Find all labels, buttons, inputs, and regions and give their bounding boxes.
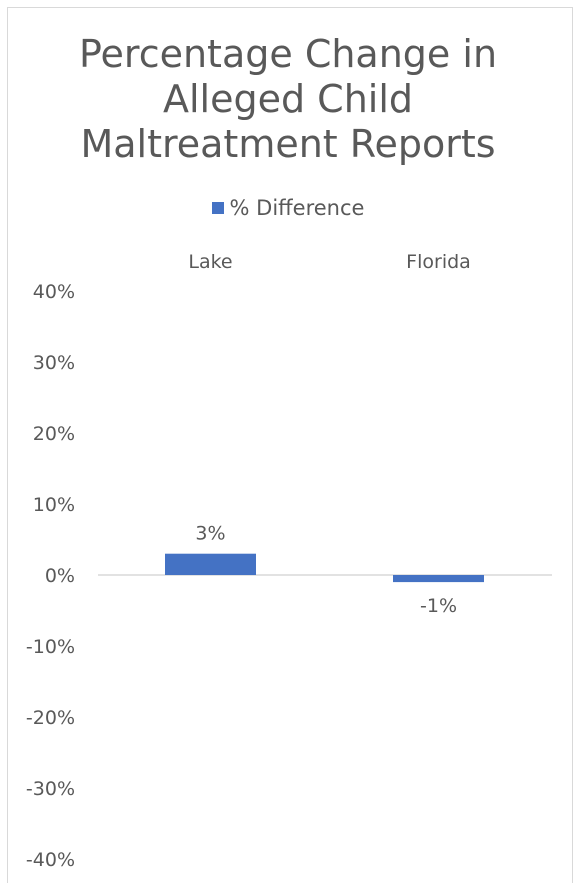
chart-frame <box>7 7 573 883</box>
y-tick-label: -30% <box>26 778 75 800</box>
legend-label: % Difference <box>229 196 365 220</box>
category-label: Florida <box>406 251 471 273</box>
data-label: 3% <box>195 523 225 545</box>
chart-title: Percentage Change in Alleged Child Maltr… <box>0 32 576 167</box>
data-label: -1% <box>420 595 457 617</box>
bar-lake <box>165 553 256 575</box>
bar-florida <box>393 575 484 583</box>
y-tick-label: 0% <box>45 565 75 587</box>
legend-swatch <box>211 202 224 214</box>
y-tick-label: 40% <box>33 281 75 303</box>
y-tick-label: 20% <box>33 423 75 445</box>
y-tick-label: 30% <box>33 352 75 374</box>
y-tick-label: -40% <box>26 849 75 871</box>
y-tick-label: -20% <box>26 707 75 729</box>
legend: % Difference <box>0 194 576 222</box>
chart-title-line-2: Alleged Child <box>162 77 414 121</box>
chart-title-line-1: Percentage Change in <box>78 32 498 76</box>
chart-title-line-3: Maltreatment Reports <box>80 122 496 166</box>
y-tick-label: -10% <box>26 636 75 658</box>
category-label: Lake <box>188 251 232 273</box>
y-tick-label: 10% <box>33 494 75 516</box>
